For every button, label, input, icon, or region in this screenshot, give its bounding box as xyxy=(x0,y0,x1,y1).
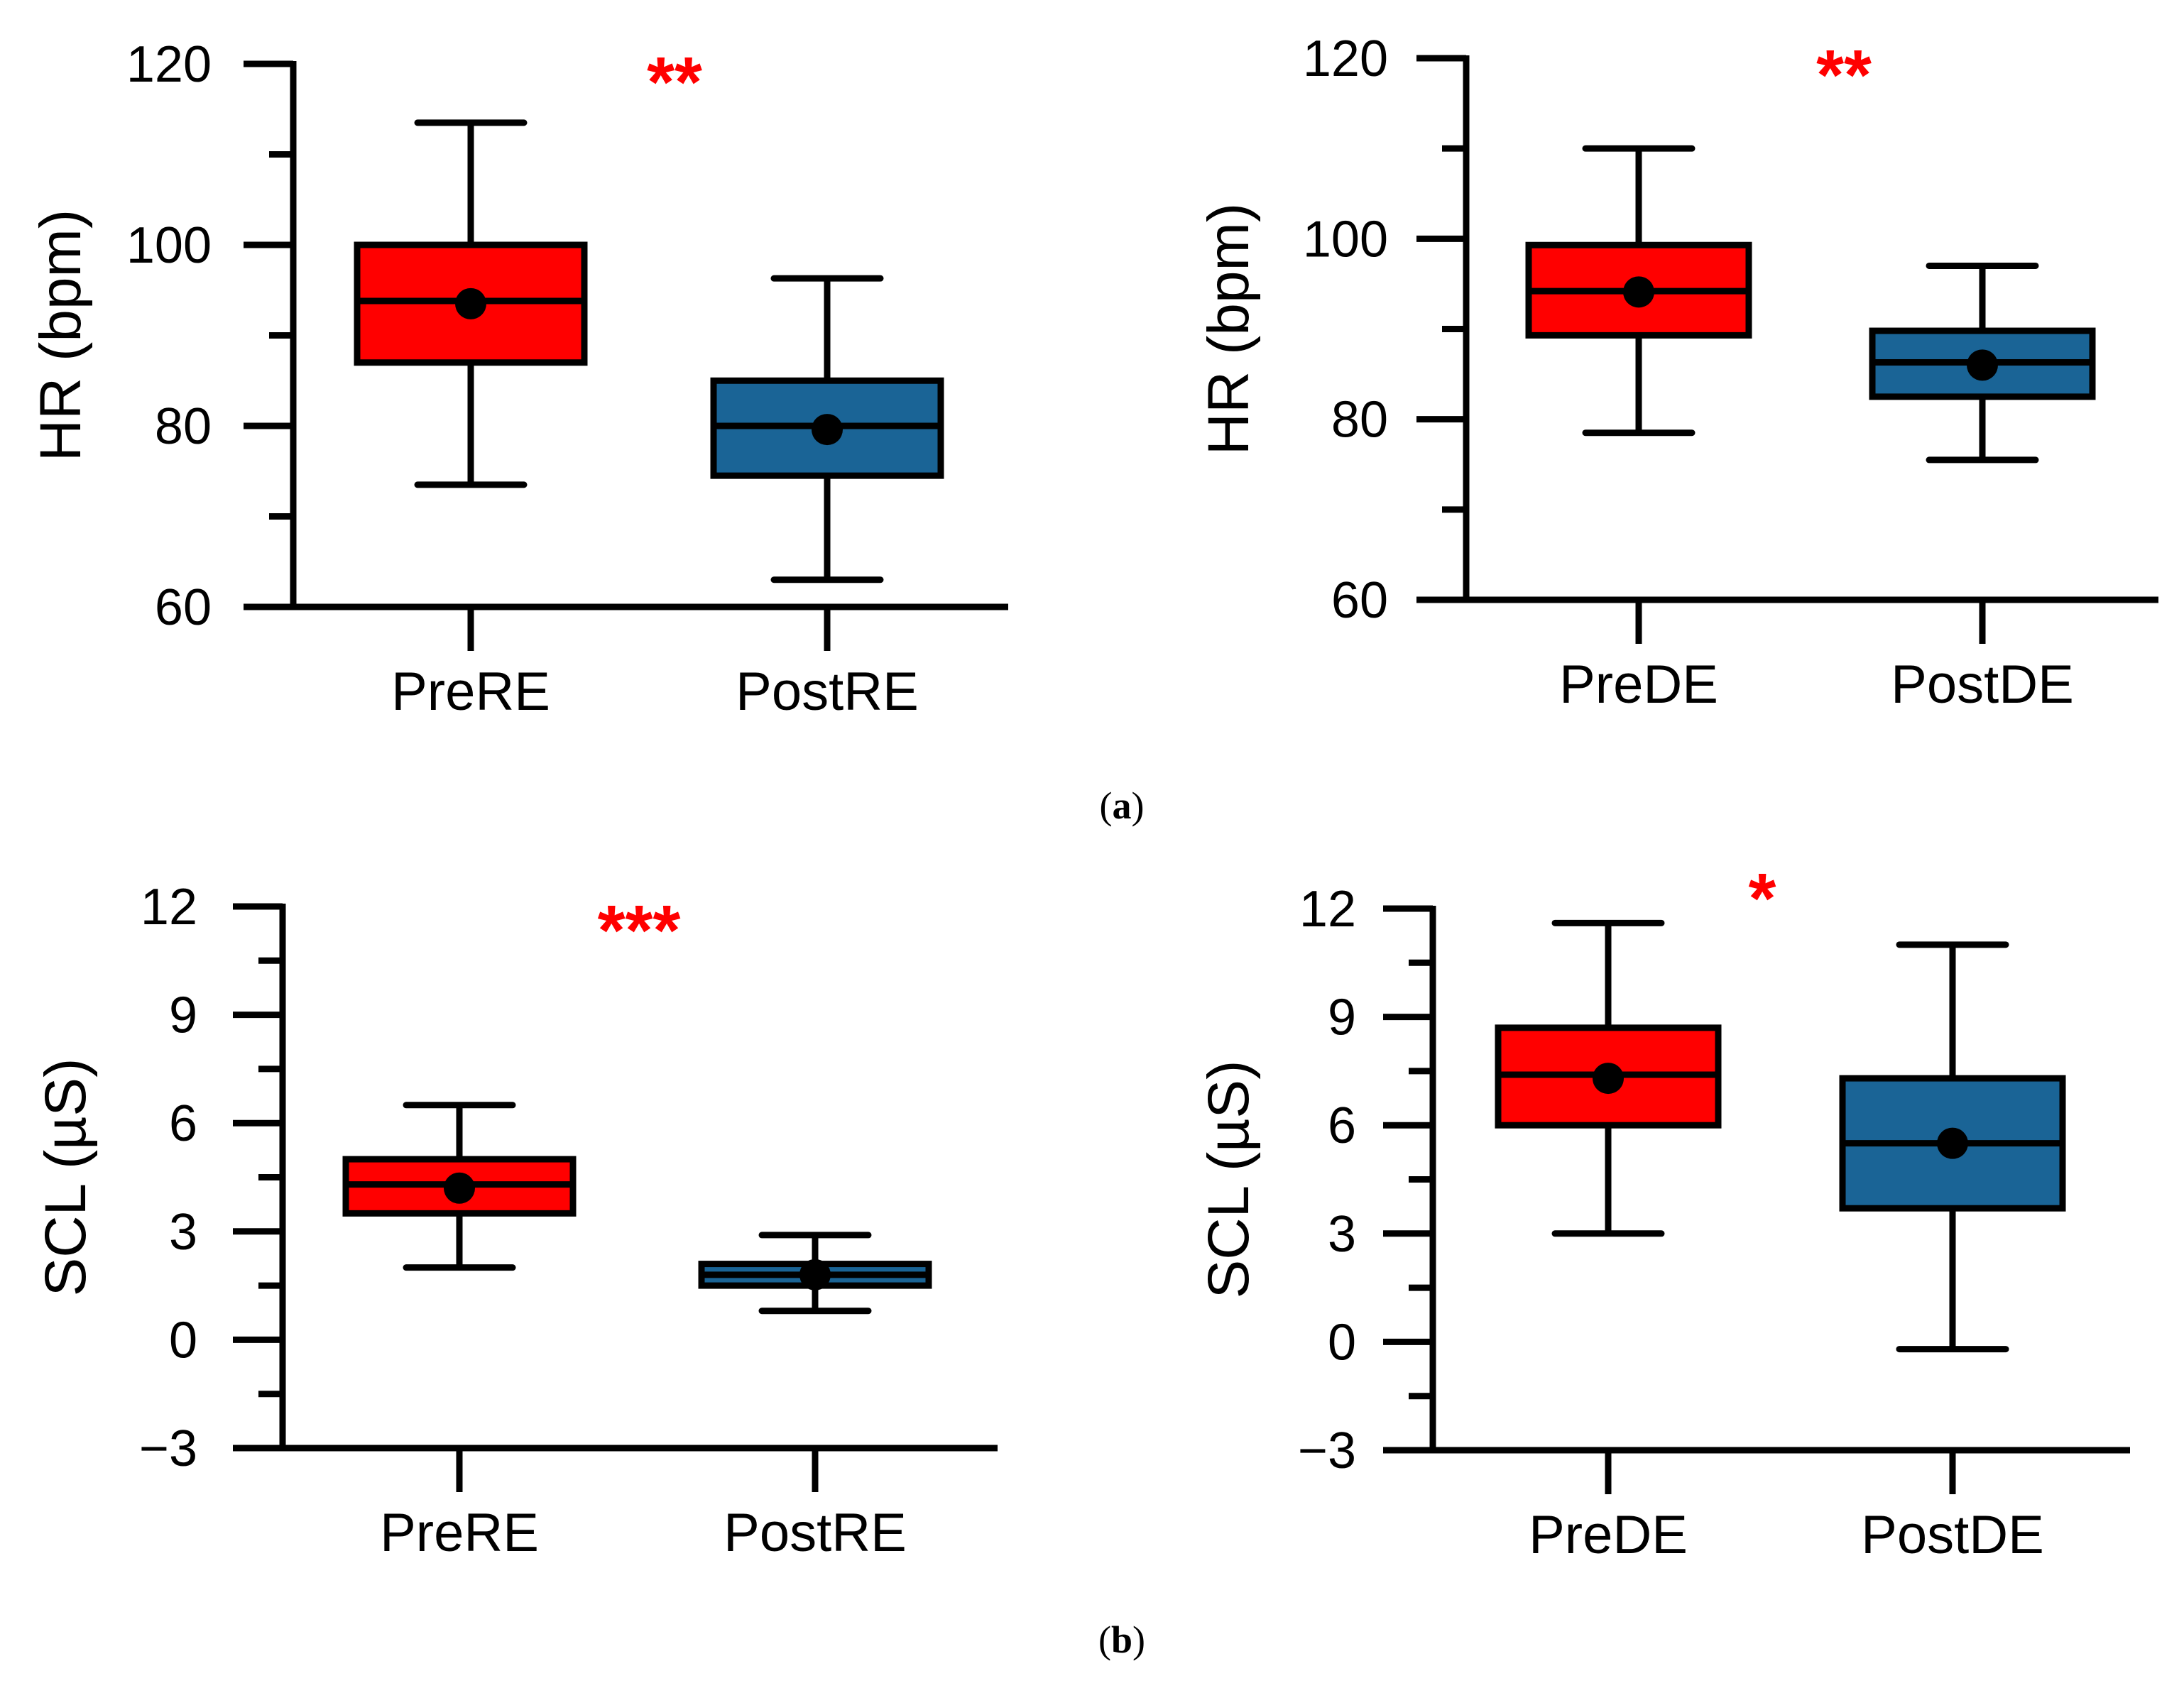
mean-marker xyxy=(799,1259,831,1290)
y-tick-label: 3 xyxy=(169,1204,197,1261)
y-axis-title: SCL (µS) xyxy=(1196,1061,1261,1299)
y-tick-label: 0 xyxy=(169,1312,197,1369)
y-tick-label: 9 xyxy=(1328,990,1356,1046)
panel-hr-de: 60 80 100 120 HR (bpm) ** PreDE PostDE xyxy=(1196,31,2158,715)
y-tick-label: 120 xyxy=(1303,31,1388,87)
y-axis-title: HR (bpm) xyxy=(1196,203,1261,455)
y-tick-label: 0 xyxy=(1328,1314,1356,1371)
y-axis-title: HR (bpm) xyxy=(28,209,93,461)
x-tick-label: PreRE xyxy=(391,662,550,722)
significance-stars: ** xyxy=(647,43,702,122)
panel-scl-re: −3 0 3 6 9 12 SCL (µS) *** PreRE PostRE xyxy=(33,879,998,1563)
x-tick-label: PreDE xyxy=(1529,1505,1688,1565)
y-tick-label: 12 xyxy=(1299,881,1356,938)
mean-marker xyxy=(1967,349,1998,381)
significance-stars: *** xyxy=(598,891,681,970)
y-tick-label: −3 xyxy=(1298,1423,1356,1479)
mean-marker xyxy=(444,1172,475,1204)
y-tick-label: 100 xyxy=(1303,211,1388,268)
x-tick-label: PreDE xyxy=(1559,654,1718,715)
y-tick-label: 80 xyxy=(1331,392,1388,449)
mean-marker xyxy=(1593,1063,1624,1095)
mean-marker xyxy=(1623,276,1654,308)
x-tick-label: PreRE xyxy=(380,1503,539,1563)
y-tick-label: 100 xyxy=(126,217,212,274)
x-tick-label: PostRE xyxy=(736,662,919,722)
x-tick-label: PostDE xyxy=(1861,1505,2044,1565)
caption-a: (a) xyxy=(1100,784,1145,827)
significance-stars: * xyxy=(1749,859,1776,938)
x-tick-label: PostRE xyxy=(724,1503,907,1563)
y-tick-label: 80 xyxy=(155,398,212,455)
y-axis-title: SCL (µS) xyxy=(33,1058,98,1297)
significance-stars: ** xyxy=(1816,35,1872,115)
mean-marker xyxy=(812,414,843,446)
y-tick-label: 3 xyxy=(1328,1206,1356,1263)
y-tick-label: 6 xyxy=(1328,1097,1356,1154)
panel-scl-de: −3 0 3 6 9 12 SCL (µS) * PreDE PostDE xyxy=(1196,859,2130,1565)
mean-marker xyxy=(1937,1127,1968,1159)
y-tick-label: −3 xyxy=(139,1420,197,1477)
y-tick-label: 120 xyxy=(126,36,212,93)
y-tick-label: 60 xyxy=(155,579,212,636)
mean-marker xyxy=(455,287,486,319)
y-tick-label: 12 xyxy=(141,879,197,936)
panel-hr-re: 60 80 100 120 HR (bpm) ** PreRE PostRE xyxy=(28,36,1008,722)
y-tick-label: 9 xyxy=(169,987,197,1044)
x-tick-label: PostDE xyxy=(1891,654,2074,715)
caption-b: (b) xyxy=(1098,1618,1145,1661)
y-tick-label: 6 xyxy=(169,1095,197,1152)
y-tick-label: 60 xyxy=(1331,572,1388,629)
